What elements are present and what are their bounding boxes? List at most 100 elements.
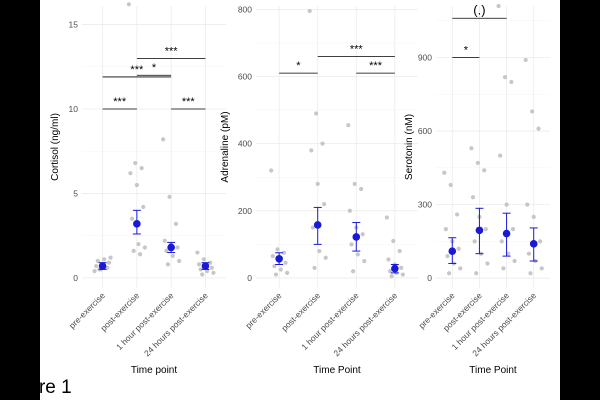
raw-data-point: [94, 263, 99, 269]
raw-data-point: [92, 269, 97, 274]
significance-label: ***: [182, 96, 196, 108]
raw-data-point: [275, 247, 280, 252]
raw-data-point: [485, 261, 490, 266]
raw-data-point: [162, 238, 167, 243]
x-axis-title: Time Point: [469, 365, 517, 376]
raw-data-point: [164, 248, 169, 253]
mean-point: [313, 221, 322, 229]
y-axis-title: Adrenaline (pM): [220, 111, 231, 182]
raw-data-point: [95, 258, 100, 264]
mean-point: [98, 262, 107, 270]
chart-panel: 0200400600800*******pre-exercisepost-exe…: [220, 4, 418, 376]
raw-data-point: [137, 252, 143, 257]
raw-data-point: [475, 160, 480, 166]
raw-data-point: [456, 246, 461, 251]
raw-data-point: [400, 272, 405, 277]
significance-label: *: [296, 60, 301, 72]
raw-data-point: [523, 57, 528, 63]
y-tick-label: 10: [69, 104, 79, 114]
raw-data-point: [170, 253, 175, 259]
raw-data-point: [512, 258, 517, 264]
mean-point: [529, 240, 538, 248]
raw-data-point: [161, 137, 166, 142]
raw-data-point: [454, 212, 460, 217]
raw-data-point: [470, 195, 476, 200]
raw-data-point: [209, 265, 214, 270]
raw-data-point: [106, 260, 112, 265]
y-tick-label: 600: [238, 72, 252, 82]
x-tick-label: 24 hours post-exercise: [142, 290, 210, 358]
figure-label: Figure 1: [2, 377, 72, 398]
raw-data-point: [387, 269, 393, 274]
mean-point: [275, 254, 283, 263]
raw-data-point: [273, 272, 279, 277]
raw-data-point: [175, 245, 180, 250]
raw-data-point: [196, 262, 202, 267]
mean-point: [201, 262, 210, 270]
raw-data-point: [200, 272, 205, 277]
y-tick-label: 900: [418, 52, 432, 62]
raw-data-point: [510, 227, 516, 232]
raw-data-point: [445, 254, 450, 259]
significance-label: ***: [165, 45, 179, 57]
raw-data-point: [131, 248, 136, 253]
raw-data-point: [281, 250, 287, 255]
significance-label: (.): [473, 2, 485, 17]
y-axis-title: Cortisol (ng/ml): [50, 113, 61, 181]
y-tick-label: 300: [418, 200, 432, 210]
figure-canvas: 0 5 10 15 *** *** *** * *** pre-exercise post-exer…: [40, 0, 560, 400]
raw-data-point: [446, 271, 452, 276]
mean-point: [352, 233, 361, 241]
raw-data-point: [474, 271, 479, 276]
raw-data-point: [469, 146, 474, 151]
significance-label: *: [152, 62, 157, 74]
y-tick-label: 200: [238, 206, 252, 216]
raw-data-point: [501, 266, 506, 271]
raw-data-point: [323, 255, 328, 260]
raw-data-point: [355, 252, 360, 257]
raw-data-point: [312, 265, 317, 270]
raw-data-point: [309, 148, 314, 153]
raw-data-point: [483, 227, 488, 232]
mean-point: [133, 220, 141, 228]
y-tick-label: 0: [73, 273, 78, 283]
raw-data-point: [472, 239, 477, 244]
raw-data-point: [314, 111, 319, 116]
raw-data-point: [129, 216, 135, 221]
raw-data-point: [397, 248, 402, 254]
raw-data-point: [126, 2, 131, 7]
raw-data-point: [278, 267, 283, 272]
raw-data-point: [167, 194, 172, 199]
raw-data-point: [270, 254, 275, 259]
raw-data-point: [458, 266, 463, 271]
mean-point: [391, 264, 399, 273]
raw-data-point: [322, 201, 327, 207]
raw-data-point: [539, 266, 544, 271]
raw-data-point: [307, 8, 312, 14]
raw-data-point: [526, 251, 532, 256]
raw-data-point: [506, 251, 511, 256]
raw-data-point: [504, 202, 509, 207]
chart-panel: 0300600900*(.)pre-exercisepost-exercise1…: [404, 2, 550, 376]
raw-data-point: [347, 208, 352, 213]
x-axis-title: Time point: [131, 365, 178, 376]
raw-data-point: [285, 270, 290, 275]
raw-data-point: [502, 75, 508, 80]
raw-data-point: [134, 182, 139, 188]
raw-data-point: [269, 168, 274, 173]
raw-data-point: [536, 126, 541, 131]
raw-data-point: [317, 248, 322, 254]
raw-data-point: [448, 182, 453, 188]
significance-label: ***: [369, 60, 383, 72]
raw-data-point: [358, 186, 364, 192]
mean-point: [475, 226, 484, 235]
raw-data-point: [283, 260, 288, 265]
raw-data-point: [499, 239, 504, 244]
significance-label: *: [464, 44, 469, 56]
significance-label: ***: [130, 64, 144, 76]
x-tick-label: post-exercise: [279, 290, 322, 333]
y-tick-label: 600: [418, 126, 432, 136]
raw-data-point: [139, 166, 144, 171]
